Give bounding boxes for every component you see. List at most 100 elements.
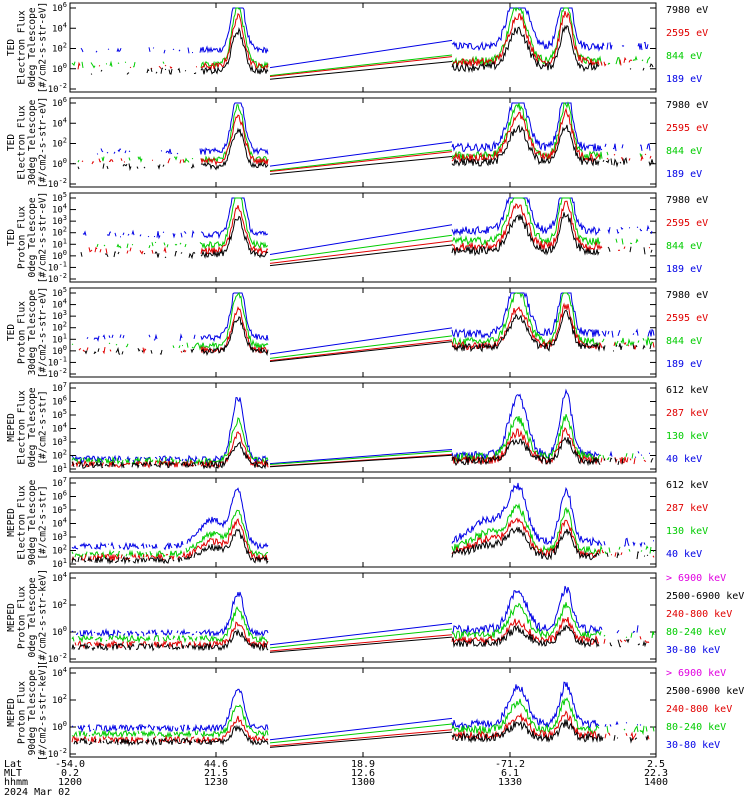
series-green-gap [269,628,453,649]
series-blue [451,7,649,52]
series-blue [71,487,269,551]
series-red [81,114,269,166]
series-green-gap [269,335,453,359]
legend-entry: 130 keV [666,431,708,442]
y-tick-label: 105 [52,408,67,421]
legend-entry: > 6900 keV [666,668,726,679]
legend-entry: 189 eV [666,264,702,275]
panel-frame [69,477,657,568]
series-black-gap [269,244,453,267]
y-tick-label: 100 [52,157,67,170]
series-black [451,124,655,168]
legend-entry: 80-240 keV [666,627,726,638]
series-green [452,103,646,160]
series-black [90,26,269,75]
y-tick-label: 10-1 [48,260,67,273]
legend-entry: 240-800 keV [666,704,732,715]
series-blue-gap [269,327,453,355]
y-tick-label: 10-2 [48,177,67,190]
x-axis-row-label: Lat [4,759,22,770]
x-tick-lat: 18.9 [351,759,375,770]
legend-entry: 2500-6900 keV [666,591,744,602]
legend-entry: 612 keV [666,480,708,491]
series-red [88,205,269,256]
panel-frame [69,667,657,758]
y-tick-label: 104 [52,666,67,679]
y-tick-label: 104 [52,203,67,216]
y-tick-label: 104 [52,21,67,34]
data-traces [72,102,655,175]
y-axis-label: MEPEDElectron Flux0deg Telescope[#/cm2-s… [6,387,49,467]
y-axis-label: TEDElectron Flux30deg Telescope[#/cm2-s-… [6,97,49,189]
series-black [451,212,653,257]
y-tick-label: 104 [52,422,67,435]
series-green [77,104,269,165]
series-green-gap [269,234,453,261]
series-red-gap [269,339,453,362]
series-red [78,306,269,355]
series-blue-gap [269,717,453,741]
y-tick-label: 102 [52,693,67,706]
series-green [451,502,655,555]
series-black-gap [269,155,453,175]
series-blue [86,292,269,343]
y-tick-label: 105 [52,286,67,299]
legend-entry: 189 eV [666,359,702,370]
series-blue [452,103,652,152]
y-tick-label: 103 [52,435,67,448]
series-blue [452,586,654,633]
series-black [451,24,654,74]
series-blue [96,102,269,156]
y-tick-label: 101 [52,237,67,250]
y-tick-label: 100 [52,62,67,75]
series-red-gap [269,729,453,747]
legend-entry: 2500-6900 keV [666,686,744,697]
y-tick-label: 101 [52,557,67,570]
y-tick-label: 106 [52,490,67,503]
series-green-gap [269,723,453,744]
data-traces [71,586,655,653]
legend-entry: 844 eV [666,51,702,62]
data-traces [71,390,654,470]
series-black-gap [269,60,453,80]
x-tick-hhmm: 1330 [498,777,522,788]
series-green [452,8,653,65]
series-blue-gap [269,141,453,167]
series-red-gap [269,56,453,78]
legend-entry: 189 eV [666,74,702,85]
legend-entry: 7980 eV [666,290,708,301]
y-axis-label: MEPEDElectron Flux90deg Telescope[#/cm2-… [6,479,49,565]
legend-entry: 287 keV [666,503,708,514]
legend-entry: 240-800 keV [666,609,732,620]
legend-entry: 612 keV [666,385,708,396]
panel-frame [69,97,657,188]
series-green [71,417,269,466]
series-green [71,7,269,70]
legend-entry: 40 keV [666,454,702,465]
y-tick-label: 103 [52,309,67,322]
x-tick-lat: 44.6 [204,759,228,770]
series-blue-gap [269,39,453,69]
series-green [451,602,655,641]
series-blue [452,682,652,728]
x-tick-mlt: 6.1 [501,768,519,779]
y-tick-label: 100 [52,720,67,733]
y-tick-label: 105 [52,191,67,204]
y-tick-label: 10-2 [48,367,67,380]
series-black-gap [269,454,453,468]
series-blue [71,397,269,465]
y-tick-label: 107 [52,476,67,489]
y-tick-label: 104 [52,517,67,530]
y-tick-label: 10-2 [48,747,67,760]
legend-entry: 7980 eV [666,195,708,206]
series-red [452,201,654,250]
x-tick-mlt: 12.6 [351,768,375,779]
y-tick-label: 102 [52,544,67,557]
y-tick-label: 104 [52,571,67,584]
series-black [71,528,269,565]
y-tick-label: 106 [52,96,67,109]
